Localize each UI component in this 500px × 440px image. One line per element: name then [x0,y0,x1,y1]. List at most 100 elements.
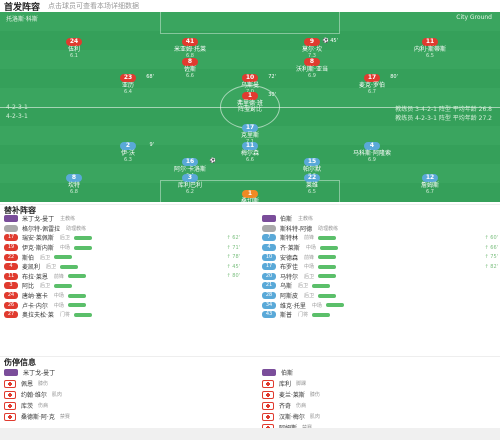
player-marker[interactable]: 11 梅尔森 6.6 [218,142,282,163]
sub-name: 维克·托里 [280,302,306,310]
rating-bar [318,255,337,260]
sub-name: 奥拉夫松·莱 [22,312,54,320]
sub-row[interactable]: 4 齐·莱斯 中场 ↑ 66' [262,243,500,253]
sub-position: 中场 [304,264,315,271]
player-rating: 7.3 [308,53,316,59]
player-marker[interactable]: 3 库利巴利 6.2 [158,174,222,195]
injury-row[interactable]: 约翰·维尔 肌肉 [4,389,244,400]
rating-bar [60,264,79,269]
player-marker[interactable]: 23 68' 亚历 6.4 [96,74,160,95]
player-number: 11 [422,38,438,46]
sub-row[interactable]: 22 斯伯 后卫 ↑ 78' [4,252,244,262]
sub-row[interactable]: 11 布拉·莱恩 前锋 ↑ 80' [4,272,244,282]
injured-player-name: 库利 [279,381,292,388]
injury-row[interactable]: 佩恩 膝伤 [4,378,244,389]
player-rating: 6.5 [426,53,434,59]
sub-row[interactable]: 43 斯普 门将 [262,310,500,320]
sub-position: 主教练 [60,216,76,223]
injury-row[interactable]: 库利 脚踝 [262,378,500,389]
player-marker[interactable]: 1桑切斯6.9 [218,190,282,202]
injury-row[interactable]: 伯斯 [262,367,500,378]
sub-position: 助理教练 [318,225,339,232]
player-name: 梅尔森 [240,150,259,157]
player-marker[interactable]: 4 马科斯·阿隆索 6.9 [340,142,404,163]
player-marker[interactable]: 12 詹姆斯 6.7 [398,174,462,195]
sub-position: 后卫 [46,264,57,271]
sub-name: 布罗佳 [280,264,299,272]
injury-row[interactable]: 米丁戈-曼丁 [4,367,244,378]
sub-row[interactable]: 米丁戈-曼丁 主教练 [4,214,244,224]
player-marker[interactable]: 9 ⚽ 45' 莫尔·坎 7.3 [280,38,344,59]
sub-name: 卢卡·内尔 [22,302,48,310]
player-rating: 6.2 [186,189,194,195]
sub-time: ↑ 82' [484,263,498,270]
sub-row[interactable]: 斯科特-阿德 助理教练 [262,224,500,234]
sub-name: 格尔特-佩雷拉 [22,225,61,233]
injured-player-name: 齐奇 [279,403,292,410]
sub-row[interactable]: 28 阿斯皮 后卫 [262,291,500,301]
injury-row[interactable]: 麦兰·莱斯 膝伤 [262,389,500,400]
sub-row[interactable]: 19 伊克·斯内斯 中场 ↑ 71' [4,243,244,253]
sub-row[interactable]: 4 麦凯利 后卫 ↑ 45' [4,262,244,272]
sub-number: 21 [262,282,276,290]
injury-row[interactable]: 齐奇 伤病 [262,400,500,411]
player-marker[interactable]: 8 沃利斯·亚当 6.9 [280,58,344,79]
sub-row[interactable]: 17 瑞安·莱佩斯 后卫 ↑ 62' [4,233,244,243]
sub-row[interactable]: 26 卢卡·内尔 中场 [4,300,244,310]
sub-row[interactable]: 17 布罗佳 中场 ↑ 82' [262,262,500,272]
page-hint: 点击球员可查看本场详细数据 [48,2,140,10]
sub-number: 22 [4,253,18,261]
sub-row[interactable]: 27 奥拉夫松·莱 门将 [4,310,244,320]
player-name: 阿尔·卡洛斯 [174,166,206,173]
sub-position: 后卫 [59,235,70,242]
subs-title: 替补阵容 [4,206,36,215]
sub-row[interactable]: 21 乌斯 后卫 [262,281,500,291]
player-event: ⚽ 45' [322,38,338,44]
sub-number: 17 [4,234,18,242]
player-rating: 6.1 [70,53,78,59]
sub-name: 米丁戈-曼丁 [22,216,55,224]
home-team-name: 托洛斯·科斯 [6,16,38,23]
subs-home-list: 米丁戈-曼丁 主教练 格尔特-佩雷拉 助理教练 17 瑞安·莱佩斯 后卫 ↑ 62' 19 伊克·… [4,214,244,320]
player-marker[interactable]: 17 80' 麦克·罗伯 6.7 [340,74,404,95]
player-name: 内利·斯蒂斯 [414,46,446,53]
sub-time: ↑ 75' [484,254,498,261]
player-marker[interactable]: 24 伍利 6.1 [42,38,106,59]
rating-bar [312,312,331,317]
injury-row[interactable]: 库茨 伤病 [4,400,244,411]
injury-row[interactable]: 汉斯·梅尔 肌肉 [262,411,500,422]
player-marker[interactable]: 11 内利·斯蒂斯 6.5 [398,38,462,59]
coach-icon [262,215,276,223]
sub-row[interactable]: 20 马特尔 后卫 [262,272,500,282]
sub-number: 17 [262,263,276,271]
sub-position: 助理教练 [66,225,87,232]
sub-row[interactable]: 10 安德森 前锋 ↑ 75' [262,252,500,262]
sub-name: 阿比 [22,283,35,291]
divider [0,356,500,357]
player-number: 1 [242,190,258,198]
player-marker[interactable]: 8 佐斯 6.6 [158,58,222,79]
player-marker[interactable]: 2 9' 伊·沃 6.3 [96,142,160,163]
pitch: 托洛斯·科斯 City Ground 4-2-3-1 4-2-3-1 教练员 3… [0,12,500,202]
player-marker[interactable]: 1 30' 弗里德·班 6.8 [218,92,282,113]
sub-number: 4 [262,244,276,252]
sub-time: ↑ 78' [226,254,240,261]
sub-number: 3 [4,282,18,290]
player-name: 伍利 [67,46,80,53]
sub-row[interactable]: 伯斯 主教练 [262,214,500,224]
sub-row[interactable]: 34 维克·托里 中场 [262,300,500,310]
injury-row[interactable]: 桑德斯·阿·克 禁赛 [4,411,244,422]
sub-row[interactable]: 24 唐纳·塞卡 中场 [4,291,244,301]
sub-row[interactable]: 3 阿比 后卫 [4,281,244,291]
player-name: 詹姆斯 [420,182,439,189]
sub-number: 20 [262,272,276,280]
player-marker[interactable]: 8 坎特 6.8 [42,174,106,195]
sub-number: 7 [262,234,276,242]
rating-bar [67,293,86,298]
player-marker[interactable]: 22 莱维 6.5 [280,174,344,195]
sub-number: 11 [4,272,18,280]
injury-reason: 膝伤 [38,381,49,387]
player-marker[interactable]: 41 米亚姆·托莱 6.8 [158,38,222,59]
sub-row[interactable]: 7 斯特林 前锋 ↑ 60' [262,233,500,243]
sub-row[interactable]: 格尔特-佩雷拉 助理教练 [4,224,244,234]
